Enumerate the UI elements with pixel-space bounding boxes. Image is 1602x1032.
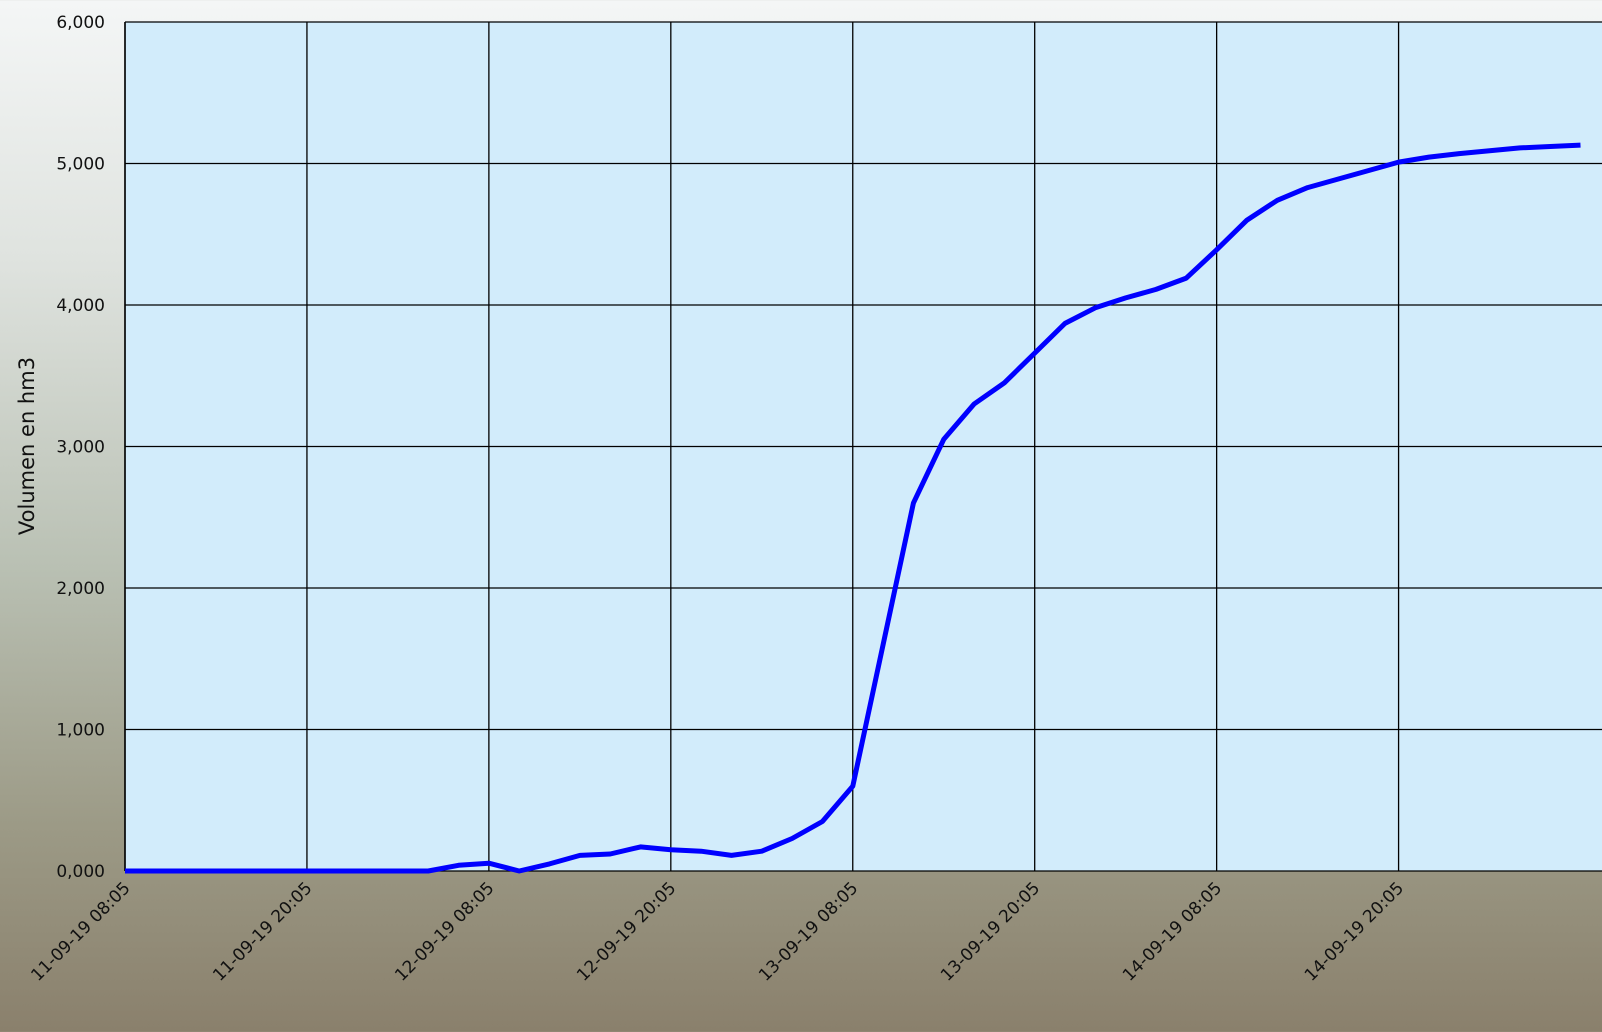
y-tick-label: 4,000 <box>56 296 105 316</box>
y-tick-label: 6,000 <box>56 13 105 33</box>
x-tick-label: 11-09-19 20:05 <box>209 878 316 985</box>
y-axis-label: Volumen en hm3 <box>15 357 39 535</box>
x-tick-label: 13-09-19 20:05 <box>937 878 1044 985</box>
y-tick-label: 5,000 <box>56 155 105 175</box>
x-tick-label: 14-09-19 08:05 <box>1119 878 1226 985</box>
y-tick-label: 0,000 <box>56 862 105 882</box>
x-tick-label: 14-09-19 20:05 <box>1301 878 1408 985</box>
y-tick-label: 1,000 <box>56 721 105 741</box>
x-tick-label: 12-09-19 08:05 <box>391 878 498 985</box>
x-tick-label: 13-09-19 08:05 <box>755 878 862 985</box>
data-line <box>125 142 1581 874</box>
y-tick-label: 2,000 <box>56 579 105 599</box>
y-tick-label: 3,000 <box>56 438 105 458</box>
x-tick-label: 11-09-19 08:05 <box>27 878 134 985</box>
x-tick-label: 12-09-19 20:05 <box>573 878 680 985</box>
